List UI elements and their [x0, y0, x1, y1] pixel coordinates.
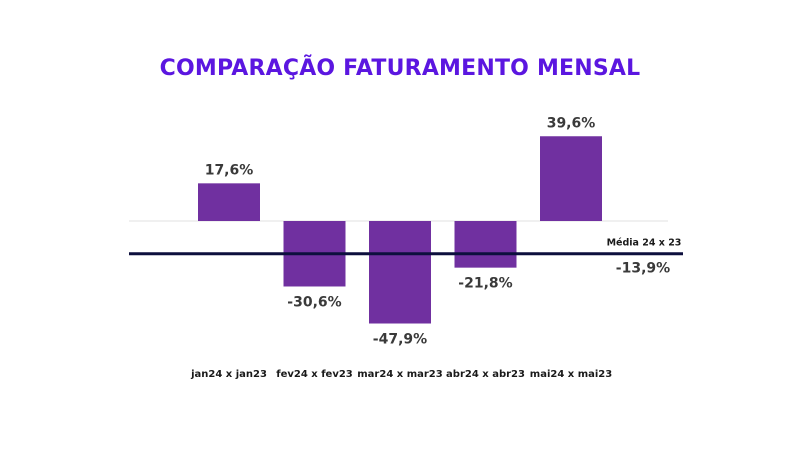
category-tick-label: abr24 x abr23	[446, 369, 525, 380]
bar	[540, 136, 602, 221]
bar	[369, 221, 431, 324]
category-tick-label: mar24 x mar23	[357, 369, 442, 380]
data-label: 39,6%	[547, 115, 596, 131]
data-label: 17,6%	[205, 162, 254, 178]
data-label: -21,8%	[458, 276, 512, 292]
data-label: -30,6%	[287, 294, 341, 310]
average-line-label: Média 24 x 23	[607, 238, 682, 249]
category-tick-label: jan24 x jan23	[190, 369, 267, 380]
bar	[454, 221, 517, 268]
bar	[198, 183, 260, 221]
category-tick-label: fev24 x fev23	[276, 369, 353, 380]
average-value-label: -13,9%	[616, 261, 670, 277]
category-tick-label: mai24 x mai23	[530, 369, 612, 380]
chart-title: COMPARAÇÃO FATURAMENTO MENSAL	[159, 56, 641, 81]
data-label: -47,9%	[373, 332, 427, 348]
